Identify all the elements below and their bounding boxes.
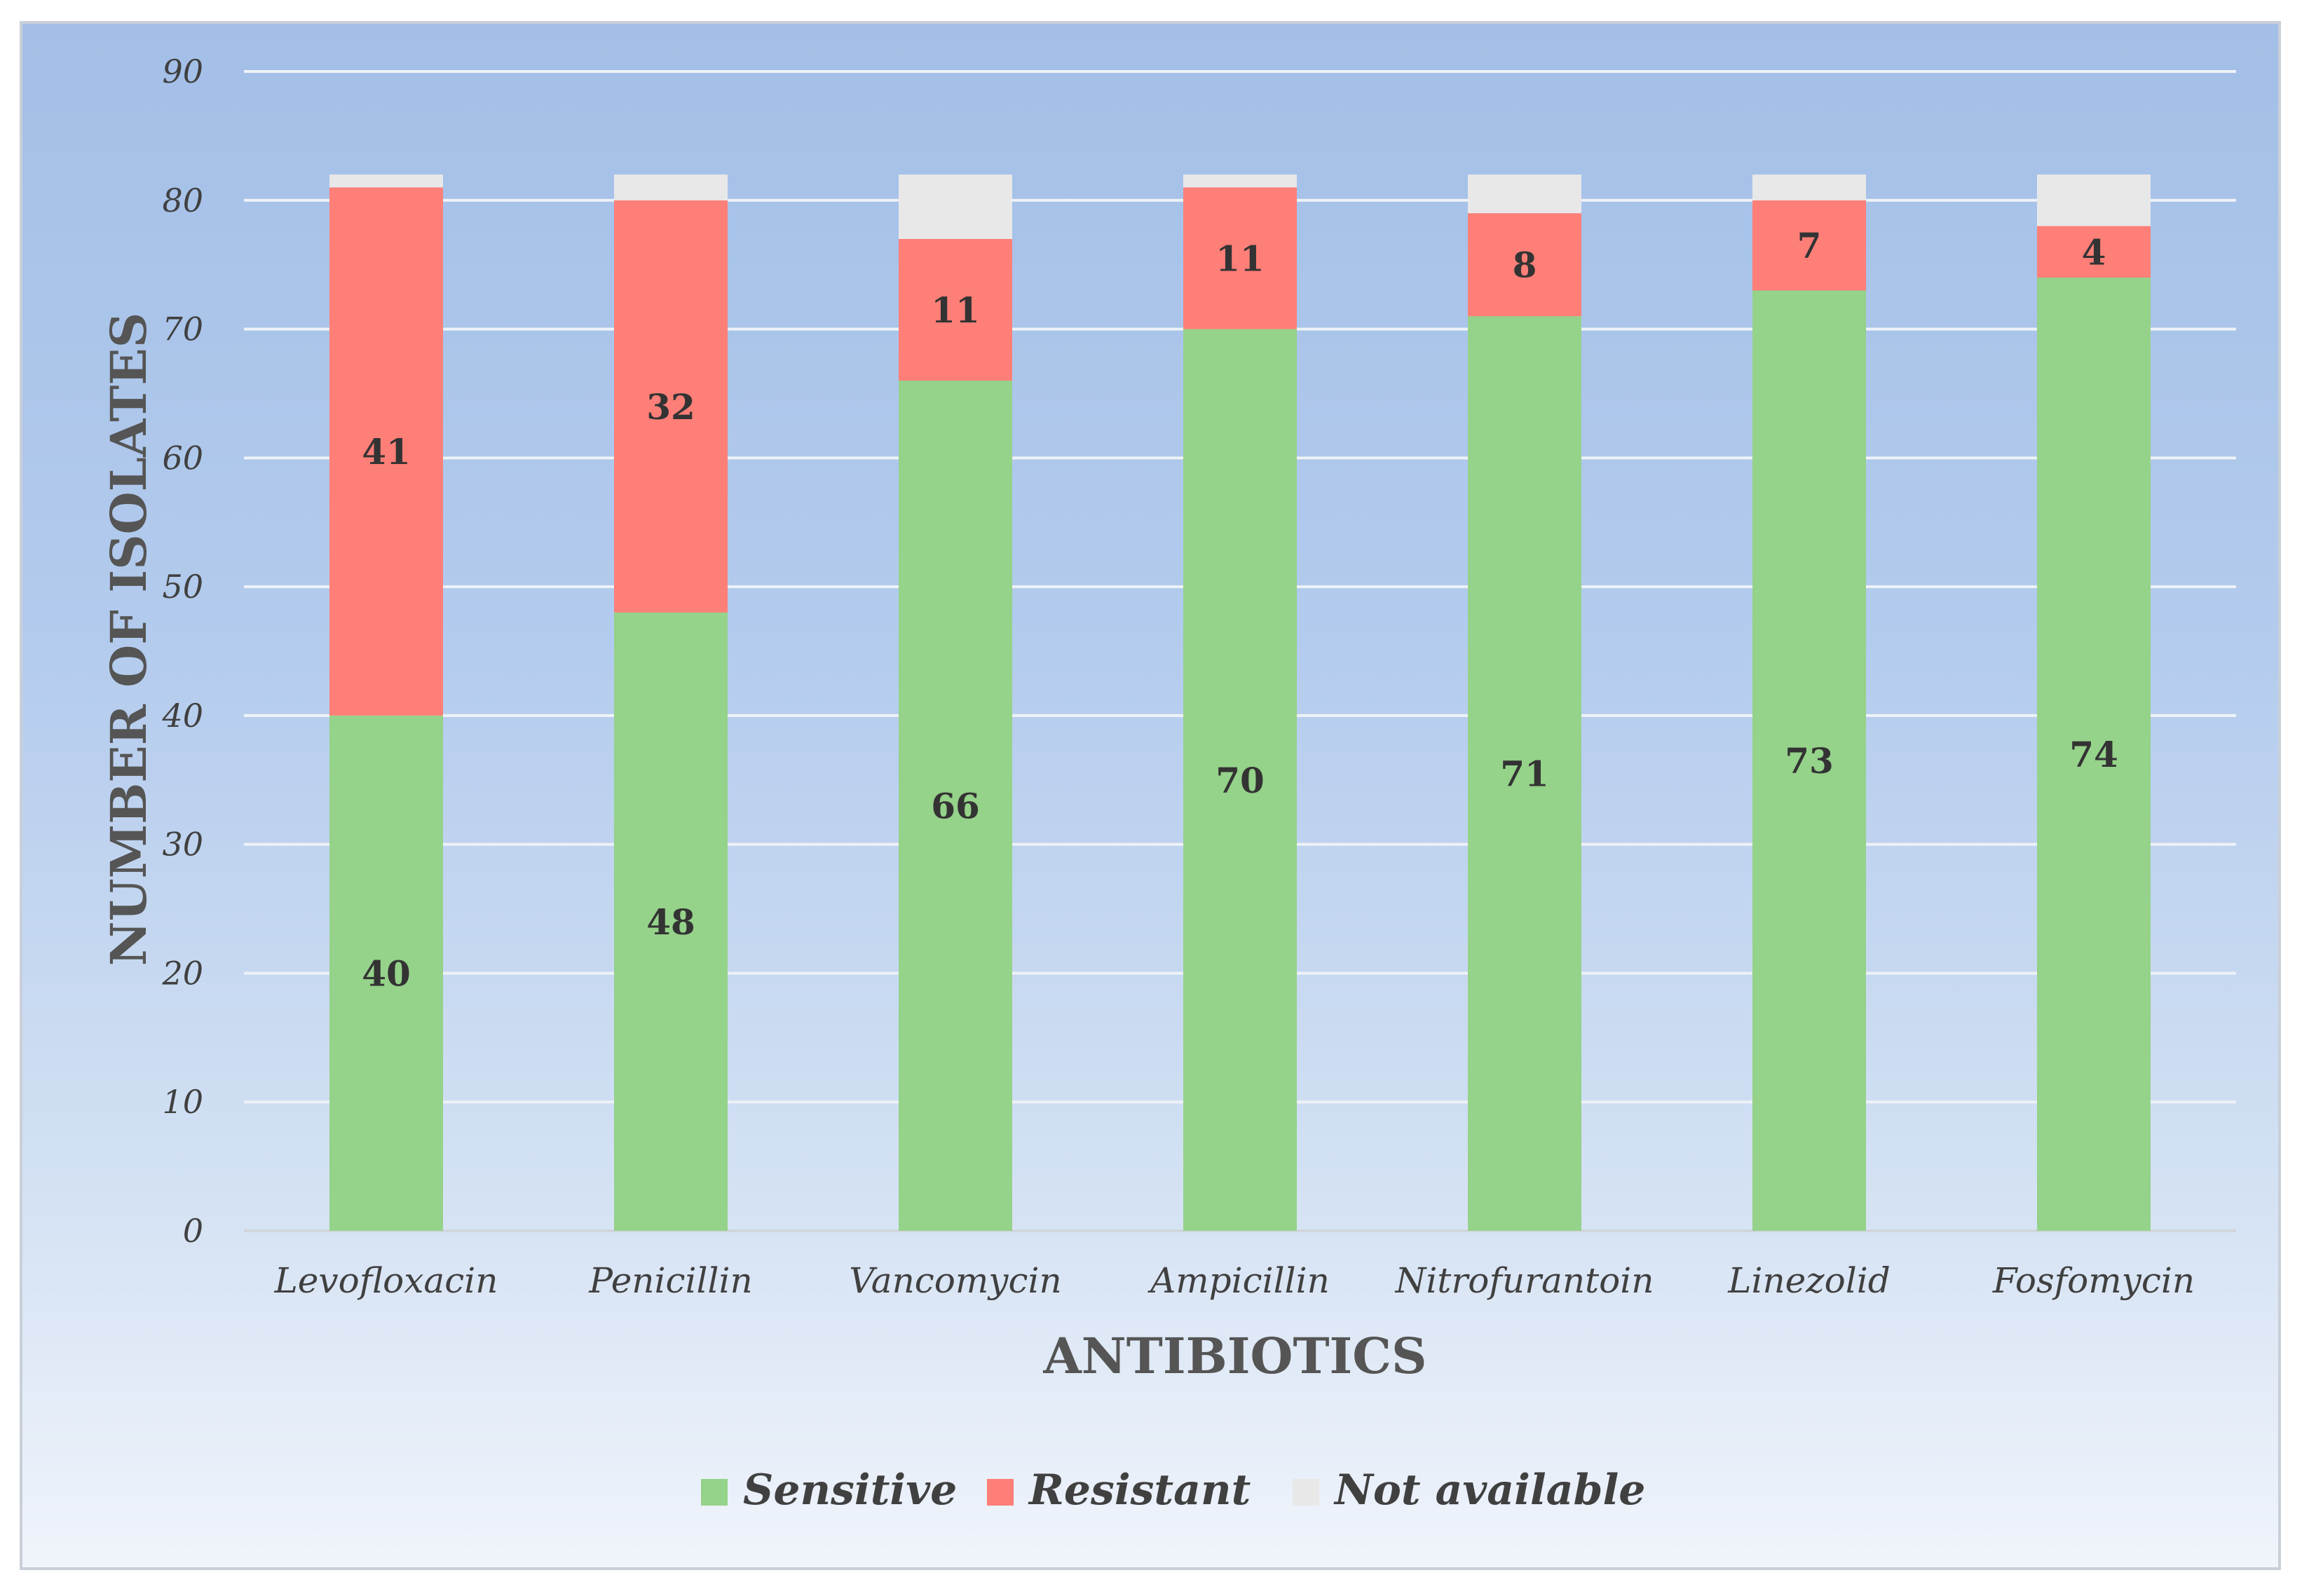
data-label: 66 bbox=[931, 786, 980, 827]
bar-not-available bbox=[1183, 175, 1297, 188]
bar-resistant bbox=[614, 200, 728, 613]
y-tick-label: 20 bbox=[161, 954, 203, 992]
data-label: 4 bbox=[2082, 231, 2106, 273]
data-label: 71 bbox=[1500, 753, 1549, 795]
data-label: 70 bbox=[1215, 760, 1265, 801]
x-category-label: Levofloxacin bbox=[274, 1260, 498, 1301]
y-tick-label: 0 bbox=[183, 1212, 203, 1250]
data-label: 40 bbox=[362, 953, 411, 994]
x-category-label: Fosfomycin bbox=[1992, 1260, 2195, 1301]
bar-sensitive bbox=[2037, 278, 2151, 1231]
bar-not-available bbox=[1468, 175, 1581, 214]
y-tick-label: 60 bbox=[162, 439, 203, 477]
x-category-label: Nitrofurantoin bbox=[1395, 1260, 1654, 1301]
y-tick-label: 90 bbox=[162, 53, 203, 90]
legend-swatch bbox=[701, 1479, 728, 1506]
data-label: 41 bbox=[362, 431, 411, 472]
legend-swatch bbox=[987, 1479, 1014, 1506]
chart-frame: 0 10 20 30 40 50 60 70 80 90 40 41 48 32 66 11 70 11 71 8 7… bbox=[20, 21, 2281, 1570]
x-category-label: Vancomycin bbox=[849, 1260, 1062, 1301]
data-label: 8 bbox=[1513, 245, 1537, 286]
data-label: 74 bbox=[2069, 734, 2118, 775]
bar-sensitive bbox=[899, 381, 1012, 1231]
bar-resistant bbox=[1468, 213, 1581, 317]
stacked-bar-chart: 0 10 20 30 40 50 60 70 80 90 40 41 48 32 66 11 70 11 71 8 7… bbox=[100, 53, 2236, 1515]
y-tick-label: 80 bbox=[162, 182, 203, 219]
data-label: 73 bbox=[1785, 740, 1834, 782]
bar-not-available bbox=[329, 175, 443, 188]
y-tick-label: 50 bbox=[162, 568, 203, 606]
bar-not-available bbox=[1752, 175, 1866, 200]
bar-resistant bbox=[1752, 200, 1866, 291]
data-label: 11 bbox=[1215, 238, 1265, 279]
y-tick-label: 30 bbox=[162, 826, 203, 864]
y-tick-label: 10 bbox=[162, 1083, 203, 1121]
y-tick-label: 70 bbox=[162, 311, 203, 348]
x-category-label: Penicillin bbox=[588, 1260, 752, 1301]
data-label: 7 bbox=[1797, 225, 1822, 266]
bar-sensitive bbox=[614, 612, 728, 1231]
bar-sensitive bbox=[1752, 290, 1866, 1231]
bar-resistant bbox=[1183, 187, 1297, 329]
bar-sensitive bbox=[1183, 329, 1297, 1231]
y-axis-ticks: 0 10 20 30 40 50 60 70 80 90 bbox=[161, 53, 203, 1250]
bar-not-available bbox=[899, 175, 1012, 239]
data-label: 48 bbox=[646, 901, 695, 943]
y-axis-title: NUMBER OF ISOLATES bbox=[100, 313, 158, 967]
y-tick-label: 40 bbox=[161, 697, 203, 735]
bar-not-available bbox=[2037, 175, 2151, 226]
x-axis-title: ANTIBIOTICS bbox=[1042, 1327, 1426, 1385]
x-axis-categories: Levofloxacin Penicillin Vancomycin Ampicill… bbox=[274, 1260, 2195, 1301]
bar-resistant bbox=[329, 187, 443, 716]
legend: Sensitive Resistant Not available bbox=[701, 1466, 1645, 1515]
legend-label: Sensitive bbox=[743, 1466, 957, 1515]
legend-swatch bbox=[1293, 1479, 1319, 1506]
x-category-label: Linezolid bbox=[1727, 1260, 1890, 1301]
legend-label: Resistant bbox=[1028, 1466, 1251, 1515]
data-label: 11 bbox=[931, 289, 980, 331]
bars: 40 41 48 32 66 11 70 11 71 8 73 7 74 4 bbox=[329, 175, 2151, 1232]
bar-resistant bbox=[899, 238, 1012, 381]
bar-sensitive bbox=[1468, 316, 1581, 1232]
bar-resistant bbox=[2037, 226, 2151, 278]
bar-not-available bbox=[614, 175, 728, 200]
bar-sensitive bbox=[329, 715, 443, 1231]
legend-label: Not available bbox=[1333, 1466, 1645, 1515]
x-category-label: Ampicillin bbox=[1147, 1260, 1330, 1301]
data-label: 32 bbox=[646, 386, 695, 428]
